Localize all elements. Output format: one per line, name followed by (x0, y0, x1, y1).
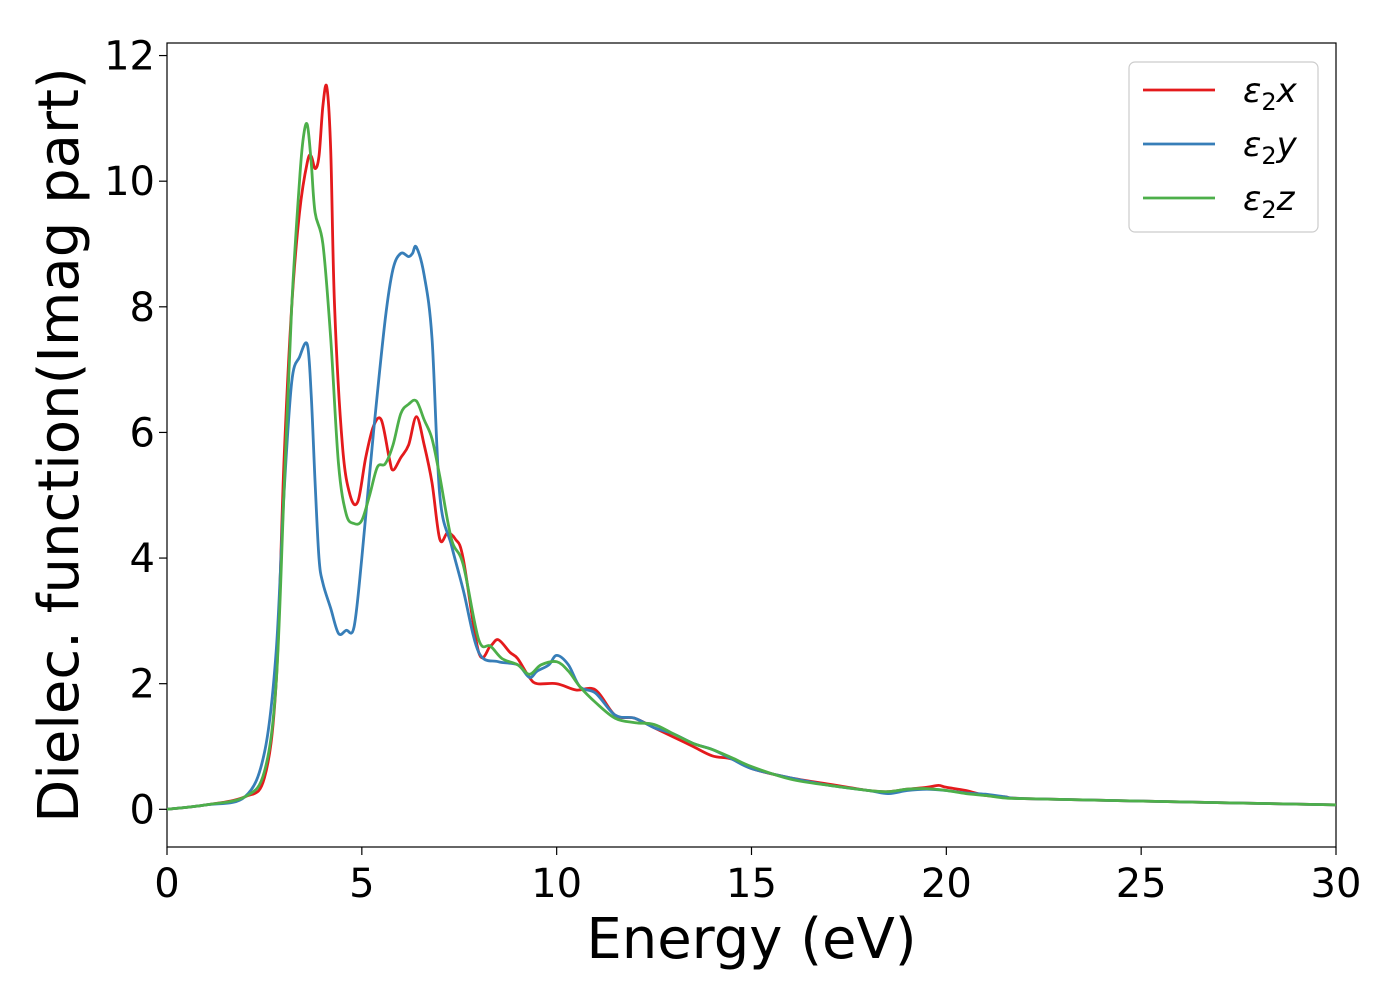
legend-label-x: ε2x (1243, 71, 1298, 116)
x-tick-label: 5 (349, 861, 374, 907)
x-axis-title: Energy (eV) (586, 907, 916, 972)
x-tick-label: 15 (726, 861, 777, 907)
x-tick-label: 25 (1116, 861, 1167, 907)
x-tick-label: 30 (1311, 861, 1362, 907)
y-axis-title: Dielec. function(Imag part) (27, 67, 92, 823)
legend-label-z: ε2z (1243, 179, 1296, 224)
y-tick-label: 2 (130, 662, 155, 708)
legend-box (1128, 61, 1319, 233)
x-tick-label: 10 (531, 861, 582, 907)
y-tick-label: 4 (130, 536, 155, 582)
y-axis-ticks: 0 2 4 6 8 10 12 (104, 34, 167, 833)
series-line-z (166, 122, 1337, 811)
series-layer (166, 83, 1337, 811)
y-tick-label: 6 (130, 410, 155, 456)
x-axis-ticks: 0 5 10 15 20 25 30 (154, 847, 1361, 907)
y-tick-label: 0 (130, 787, 155, 833)
legend: ε2x ε2y ε2z (1128, 61, 1319, 233)
legend-label-y: ε2y (1243, 125, 1298, 170)
y-tick-label: 10 (104, 159, 155, 205)
y-tick-label: 8 (130, 285, 155, 331)
x-tick-label: 20 (921, 861, 972, 907)
x-tick-label: 0 (154, 861, 179, 907)
y-tick-label: 12 (104, 34, 155, 80)
